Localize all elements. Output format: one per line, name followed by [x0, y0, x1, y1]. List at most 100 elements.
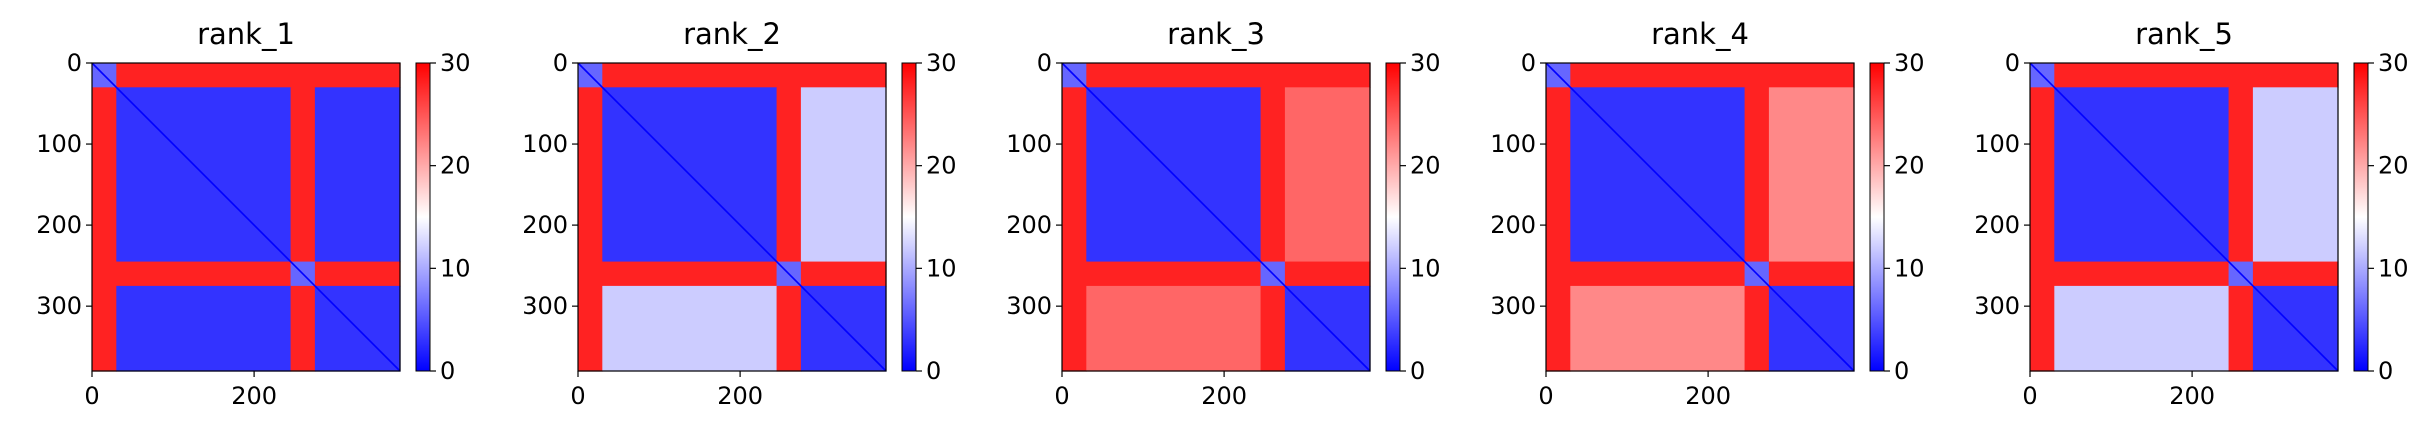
x-tick-label: 200: [717, 382, 763, 410]
heatmap-block: [578, 261, 603, 287]
heatmap-block: [2252, 87, 2339, 263]
y-tick-label: 0: [2005, 49, 2020, 77]
axes-frame: [2029, 62, 2339, 372]
heatmap-block: [602, 261, 778, 287]
heatmap-block: [1086, 285, 1262, 372]
axes-frame: [577, 62, 887, 372]
colorbar-tick-label: 0: [1894, 357, 1909, 385]
heatmap-block: [1546, 261, 1571, 287]
colorbar-tick-label: 30: [1894, 49, 1925, 77]
colorbar-tick-label: 0: [926, 357, 941, 385]
heatmap-block: [800, 261, 887, 287]
heatmap-block: [602, 285, 778, 372]
heatmap-block: [578, 285, 603, 372]
heatmap-block: [2228, 285, 2254, 372]
x-tick-label: 0: [1054, 382, 1069, 410]
y-tick-label: 300: [522, 292, 568, 320]
y-tick-label: 200: [1006, 211, 1052, 239]
heatmap-block: [1284, 261, 1371, 287]
heatmap-block: [1062, 87, 1087, 263]
colorbar: 0 10 20 30: [2353, 49, 2409, 385]
heatmap-block: [1284, 87, 1371, 263]
y-tick-label: 300: [1974, 292, 2020, 320]
panel-title: rank_1: [197, 17, 295, 51]
heatmap-block: [2252, 63, 2339, 88]
heatmap-block: [2030, 285, 2055, 372]
y-tick-label: 200: [522, 211, 568, 239]
y-tick-label: 300: [1490, 292, 1536, 320]
heatmap-block: [2252, 261, 2339, 287]
axes-frame: [1061, 62, 1371, 372]
heatmap-block: [290, 285, 316, 372]
colorbar-gradient: [1869, 62, 1885, 372]
heatmap-block: [1570, 285, 1746, 372]
heatmap-block: [2054, 261, 2230, 287]
diagonal-line: [1061, 62, 1371, 372]
heatmap-block: [1768, 261, 1855, 287]
colorbar-tick-label: 0: [1410, 357, 1425, 385]
heatmap-block: [1260, 87, 1286, 263]
heatmap-block: [2030, 87, 2055, 263]
heatmap-block: [800, 87, 887, 263]
colorbar-tick-label: 10: [1410, 254, 1441, 282]
heatmap-panel-2: rank_2 0 100 200 300 0 200 0 10 20 30: [522, 17, 956, 410]
heatmap-block: [1546, 87, 1571, 263]
heatmap-block: [1570, 261, 1746, 287]
x-tick-label: 200: [231, 382, 277, 410]
y-tick-label: 300: [1006, 292, 1052, 320]
heatmap-block: [1260, 285, 1286, 372]
heatmap-block: [2030, 261, 2055, 287]
x-tick-label: 0: [1538, 382, 1553, 410]
panel-title: rank_5: [2135, 17, 2233, 51]
heatmap-block: [2054, 63, 2230, 88]
x-tick-label: 0: [2022, 382, 2037, 410]
diagonal-line: [1545, 62, 1855, 372]
colorbar-gradient: [1385, 62, 1401, 372]
heatmap-block: [1062, 285, 1087, 372]
heatmap-block: [1284, 63, 1371, 88]
y-tick-label: 100: [522, 130, 568, 158]
heatmap-panel-5: rank_5 0 100 200 300 0 200 0 10 20 30: [1974, 17, 2408, 410]
diagonal-line: [577, 62, 887, 372]
y-tick-label: 0: [553, 49, 568, 77]
colorbar-gradient: [901, 62, 917, 372]
heatmap-cells: [91, 62, 401, 372]
heatmap-block: [578, 87, 603, 263]
heatmap-block: [92, 261, 117, 287]
colorbar-tick-label: 20: [1410, 152, 1441, 180]
heatmap-cells: [577, 62, 887, 372]
heatmap-block: [1062, 261, 1087, 287]
heatmap-block: [2054, 285, 2230, 372]
y-tick-label: 100: [36, 130, 82, 158]
heatmap-block: [92, 87, 117, 263]
heatmap-block: [1744, 87, 1770, 263]
heatmap-block: [314, 63, 401, 88]
heatmap-block: [1768, 63, 1855, 88]
heatmap-block: [116, 285, 292, 372]
y-tick-label: 100: [1006, 130, 1052, 158]
y-tick-label: 300: [36, 292, 82, 320]
heatmap-block: [116, 261, 292, 287]
heatmap-block: [314, 261, 401, 287]
colorbar-tick-label: 20: [2378, 152, 2409, 180]
heatmap-panel-1: rank_1 0 100 200 300 0 200 0 10 20 30: [36, 17, 470, 410]
colorbar-tick-label: 10: [1894, 254, 1925, 282]
colorbar-tick-label: 20: [440, 152, 471, 180]
x-tick-label: 200: [2169, 382, 2215, 410]
heatmap-block: [290, 87, 316, 263]
heatmap-block: [776, 63, 802, 88]
x-tick-label: 0: [84, 382, 99, 410]
colorbar-tick-label: 0: [440, 357, 455, 385]
heatmap-block: [1570, 63, 1746, 88]
y-tick-label: 100: [1974, 130, 2020, 158]
colorbar: 0 10 20 30: [415, 49, 471, 385]
heatmap-block: [314, 87, 401, 263]
heatmap-block: [602, 63, 778, 88]
axes-frame: [91, 62, 401, 372]
y-tick-label: 100: [1490, 130, 1536, 158]
heatmap-block: [1086, 63, 1262, 88]
colorbar-tick-label: 20: [1894, 152, 1925, 180]
heatmap-panel-4: rank_4 0 100 200 300 0 200 0 10 20 30: [1490, 17, 1924, 410]
heatmap-block: [1744, 285, 1770, 372]
